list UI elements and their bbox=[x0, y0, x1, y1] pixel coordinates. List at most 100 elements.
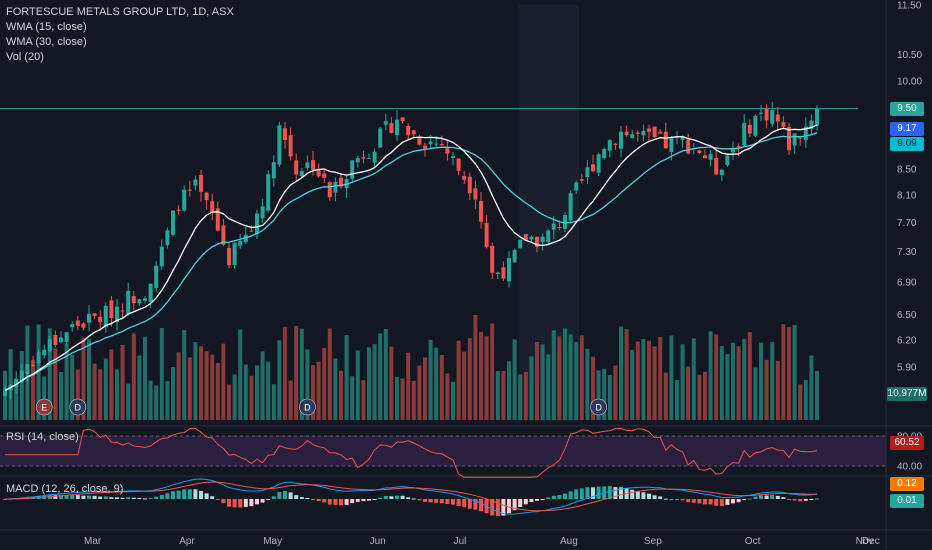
candle-body bbox=[383, 121, 388, 125]
event-marker-label: D bbox=[595, 403, 602, 413]
candle-body bbox=[187, 189, 192, 191]
macd-histogram-bar bbox=[215, 499, 220, 500]
candle-body bbox=[266, 174, 271, 211]
volume-bar bbox=[467, 338, 472, 420]
candle-body bbox=[585, 167, 590, 178]
macd-histogram-bar bbox=[815, 498, 819, 500]
volume-bar bbox=[148, 380, 153, 420]
volume-bar bbox=[759, 342, 763, 420]
volume-bar bbox=[103, 358, 108, 420]
macd-histogram-bar bbox=[523, 499, 528, 505]
macd-histogram-bar bbox=[59, 495, 63, 499]
dividend-marker bbox=[69, 398, 87, 416]
candle-body bbox=[126, 290, 131, 315]
volume-bar bbox=[747, 332, 752, 420]
volume-bar bbox=[591, 356, 595, 420]
volume-bar bbox=[680, 344, 685, 420]
last-price-badge: 9.50 bbox=[890, 102, 924, 116]
chart-title: FORTESCUE METALS GROUP LTD, 1D, ASX bbox=[6, 6, 234, 18]
macd-histogram-bar bbox=[311, 499, 315, 500]
macd-histogram-bar bbox=[546, 497, 551, 499]
candle-body bbox=[372, 151, 377, 163]
macd-histogram-bar bbox=[75, 495, 80, 499]
time-tick-label: Jul bbox=[454, 536, 467, 547]
volume-bar bbox=[311, 365, 315, 420]
macd-histogram-bar bbox=[652, 495, 657, 499]
macd-histogram-bar bbox=[344, 499, 349, 505]
candle-body bbox=[400, 117, 405, 122]
macd-histogram-bar bbox=[630, 489, 635, 499]
volume-bar bbox=[697, 374, 702, 420]
price-tick-label: 7.30 bbox=[897, 247, 917, 258]
candle-body bbox=[120, 310, 125, 312]
volume-legend: Vol (20) bbox=[6, 51, 44, 63]
macd-histogram-bar bbox=[87, 495, 91, 499]
candle-body bbox=[249, 230, 254, 232]
macd-histogram-bar bbox=[675, 499, 679, 500]
macd-histogram-bar bbox=[691, 499, 696, 503]
candle-body bbox=[417, 138, 422, 145]
macd-histogram-bar bbox=[787, 499, 791, 501]
volume-bar bbox=[361, 380, 366, 420]
volume-bar bbox=[411, 380, 416, 420]
candle-body bbox=[53, 335, 58, 345]
volume-bar bbox=[176, 352, 181, 420]
macd-histogram-bar bbox=[663, 498, 668, 500]
candle-body bbox=[299, 171, 304, 177]
macd-histogram-bar bbox=[574, 489, 579, 499]
candle-body bbox=[714, 158, 719, 175]
macd-histogram-bar bbox=[199, 490, 203, 499]
price-tick-label: 7.70 bbox=[897, 218, 917, 229]
macd-histogram-bar bbox=[232, 499, 237, 508]
volume-bar bbox=[154, 385, 159, 420]
macd-histogram-bar bbox=[361, 499, 366, 502]
volume-bar bbox=[719, 345, 724, 420]
volume-bar bbox=[417, 365, 422, 420]
candle-body bbox=[339, 177, 343, 187]
volume-bar bbox=[652, 346, 657, 420]
candle-body bbox=[770, 110, 775, 124]
macd-histogram-bar bbox=[439, 499, 444, 504]
candle-body bbox=[473, 188, 478, 200]
macd-histogram-bar bbox=[501, 499, 506, 516]
volume-bar bbox=[221, 343, 226, 420]
wma15-line bbox=[4, 124, 818, 392]
macd-histogram-bar bbox=[350, 499, 355, 504]
macd-histogram-bar bbox=[669, 499, 674, 500]
rsi-tick-label: 40.00 bbox=[897, 462, 922, 473]
candle-body bbox=[171, 210, 175, 235]
candle-body bbox=[753, 115, 758, 136]
macd-histogram-bar bbox=[372, 499, 377, 500]
macd-hist-badge: 0.01 bbox=[890, 494, 924, 508]
candle-body bbox=[490, 245, 495, 273]
price-tick-label: 11.50 bbox=[897, 1, 922, 12]
candle-body bbox=[708, 154, 713, 160]
volume-bar bbox=[574, 342, 579, 420]
dividend-marker bbox=[590, 398, 607, 416]
candle-body bbox=[64, 332, 69, 342]
macd-histogram-bar bbox=[53, 495, 58, 499]
macd-histogram-bar bbox=[238, 499, 243, 508]
candle-body bbox=[260, 206, 265, 219]
volume-bar bbox=[389, 346, 394, 420]
candle-body bbox=[98, 317, 103, 322]
event-marker-label: D bbox=[304, 403, 311, 413]
macd-histogram-bar bbox=[540, 499, 545, 500]
volume-bar bbox=[232, 374, 237, 420]
volume-bar bbox=[204, 351, 209, 420]
macd-histogram-bar bbox=[109, 497, 114, 499]
candle-body bbox=[445, 148, 450, 154]
event-marker-label: E bbox=[41, 403, 47, 413]
volume-bar bbox=[400, 378, 405, 420]
volume-bar bbox=[781, 324, 786, 420]
macd-histogram-bar bbox=[395, 495, 399, 499]
macd-histogram-bar bbox=[535, 499, 539, 501]
volume-bar bbox=[602, 368, 607, 420]
candle-body bbox=[227, 247, 231, 266]
volume-bar bbox=[165, 381, 170, 420]
candle-body bbox=[462, 175, 467, 180]
candle-body bbox=[501, 267, 506, 279]
candle-body bbox=[624, 131, 629, 136]
candle-body bbox=[596, 154, 601, 173]
